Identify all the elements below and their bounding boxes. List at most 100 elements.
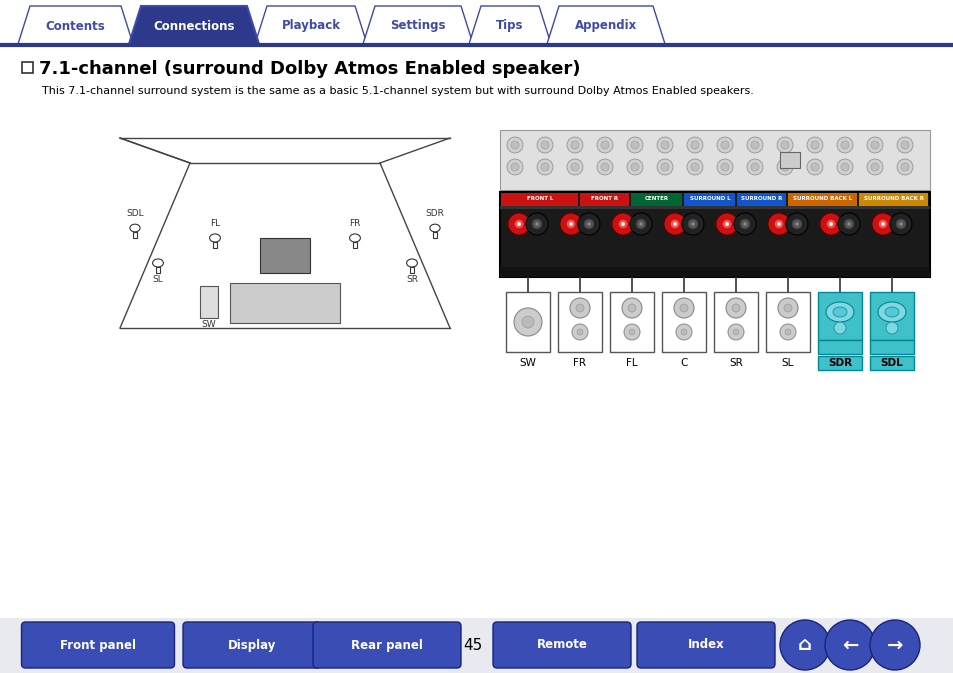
FancyBboxPatch shape <box>313 622 460 668</box>
Circle shape <box>583 219 594 229</box>
Text: SW: SW <box>201 320 216 329</box>
Text: SW: SW <box>519 358 536 368</box>
Circle shape <box>521 316 534 328</box>
Bar <box>200 286 218 318</box>
Bar <box>353 242 356 248</box>
Circle shape <box>566 137 582 153</box>
Circle shape <box>566 159 582 175</box>
Circle shape <box>540 141 548 149</box>
Circle shape <box>866 159 882 175</box>
Circle shape <box>669 219 679 229</box>
Circle shape <box>597 137 613 153</box>
Text: SURROUND BACK L: SURROUND BACK L <box>793 197 852 201</box>
Circle shape <box>725 298 745 318</box>
Circle shape <box>778 298 797 318</box>
Bar <box>661 292 705 352</box>
Text: Connections: Connections <box>153 20 234 32</box>
Circle shape <box>636 219 645 229</box>
Circle shape <box>820 213 841 235</box>
Circle shape <box>846 222 850 226</box>
Circle shape <box>571 163 578 171</box>
Bar <box>630 193 681 206</box>
Circle shape <box>781 141 788 149</box>
Circle shape <box>514 308 541 336</box>
Circle shape <box>679 304 687 312</box>
Circle shape <box>576 304 583 312</box>
Circle shape <box>841 163 848 171</box>
Text: →: → <box>886 635 902 655</box>
FancyBboxPatch shape <box>22 622 174 668</box>
Text: Tips: Tips <box>496 20 523 32</box>
Circle shape <box>880 222 884 226</box>
Ellipse shape <box>406 259 417 267</box>
Circle shape <box>612 213 634 235</box>
Circle shape <box>690 163 699 171</box>
Bar <box>858 193 927 206</box>
Circle shape <box>896 159 912 175</box>
Circle shape <box>511 163 518 171</box>
Circle shape <box>841 141 848 149</box>
Text: Front panel: Front panel <box>60 639 136 651</box>
Text: ⌂: ⌂ <box>797 635 811 655</box>
Circle shape <box>535 222 538 226</box>
Bar <box>869 292 913 340</box>
Circle shape <box>572 324 587 340</box>
Circle shape <box>780 324 795 340</box>
Circle shape <box>776 159 792 175</box>
Circle shape <box>724 222 728 226</box>
Bar <box>500 193 578 206</box>
Text: SDR: SDR <box>827 358 851 368</box>
Text: FL: FL <box>210 219 220 228</box>
Circle shape <box>898 222 902 226</box>
Bar <box>558 292 601 352</box>
Text: SL: SL <box>152 275 163 284</box>
Circle shape <box>791 219 801 229</box>
FancyBboxPatch shape <box>637 622 774 668</box>
Circle shape <box>673 298 693 318</box>
Text: FR: FR <box>349 219 360 228</box>
Text: Appendix: Appendix <box>575 20 637 32</box>
Text: ←: ← <box>841 635 858 655</box>
Text: SP2: SP2 <box>679 269 688 275</box>
FancyBboxPatch shape <box>183 622 320 668</box>
Bar <box>505 292 550 352</box>
Text: This 7.1-channel surround system is the same as a basic 5.1-channel system but w: This 7.1-channel surround system is the … <box>42 86 753 96</box>
Bar <box>499 206 929 209</box>
Bar <box>230 283 339 323</box>
Circle shape <box>676 324 691 340</box>
Circle shape <box>559 213 581 235</box>
Ellipse shape <box>152 259 163 267</box>
Ellipse shape <box>884 307 898 317</box>
Circle shape <box>686 159 702 175</box>
Circle shape <box>720 163 728 171</box>
Circle shape <box>900 163 908 171</box>
Circle shape <box>680 329 686 335</box>
Circle shape <box>750 141 759 149</box>
Circle shape <box>780 620 829 670</box>
Bar <box>787 193 856 206</box>
Circle shape <box>626 159 642 175</box>
Text: SL: SL <box>781 358 793 368</box>
Circle shape <box>532 219 541 229</box>
Circle shape <box>870 163 878 171</box>
FancyBboxPatch shape <box>493 622 630 668</box>
Circle shape <box>621 298 641 318</box>
Circle shape <box>600 163 608 171</box>
Bar <box>780 152 800 168</box>
Circle shape <box>746 159 762 175</box>
Polygon shape <box>469 6 551 44</box>
Circle shape <box>623 324 639 340</box>
Circle shape <box>660 141 668 149</box>
Circle shape <box>810 163 818 171</box>
Text: SR: SR <box>728 358 742 368</box>
Polygon shape <box>546 6 664 44</box>
Bar <box>499 192 929 277</box>
Circle shape <box>578 213 599 235</box>
Bar <box>433 232 436 238</box>
Text: Output ATM2: Output ATM2 <box>873 269 909 275</box>
Bar <box>737 193 785 206</box>
Bar <box>132 232 137 238</box>
Text: Contents: Contents <box>46 20 105 32</box>
Text: 45: 45 <box>463 637 482 653</box>
Text: SURROUND L: SURROUND L <box>689 197 730 201</box>
